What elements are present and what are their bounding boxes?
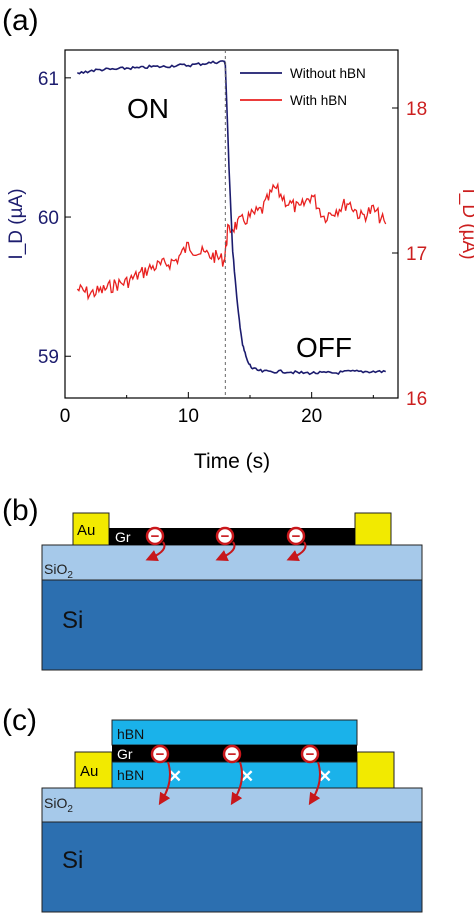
y-right-tick-label: 17 [406,244,427,265]
hbn-bottom-label: hBN [117,767,144,783]
electron-icon [300,744,320,764]
series-line-without-hbn [76,60,386,376]
scatter-arrow-icon [308,761,321,806]
au-electrode-left [72,512,110,546]
electrons: −✕−✕−✕ [150,744,332,806]
si-label: Si [62,847,83,874]
electron-charge-label: − [156,746,165,763]
y-right-tick-label: 16 [406,389,427,410]
device-diagram-c: hBN Gr Au hBN SiO2 Si −✕−✕−✕ [41,719,423,913]
scatter-arrow-icon [158,761,171,806]
electron-icon [150,744,170,764]
y-right-axis-label: I_D (µA) [458,188,474,259]
electron-icon [145,526,165,546]
y-left-tick-label: 59 [38,347,59,368]
au-electrode-right [354,512,392,546]
panel-label-b: (b) [2,494,39,527]
blocked-cross-icon: ✕ [168,767,182,786]
legend-label-with-hbn: With hBN [290,93,347,108]
scatter-arrow-icon [145,541,166,562]
scatter-arrow-icon [286,541,307,562]
electron-charge-label: − [228,746,237,763]
graphene-label: Gr [115,529,131,545]
x-tick-label: 0 [60,406,71,427]
electrons: − − − [145,526,307,562]
sio2-label: SiO2 [44,561,73,581]
sio2-label: SiO2 [44,795,73,815]
electron-charge-label: − [292,528,301,545]
y-left-tick-label: 61 [38,69,59,90]
legend: Without hBN With hBN [240,66,366,108]
hbn-top-label: hBN [117,726,144,742]
x-tick-label: 20 [301,406,322,427]
y-right-axis: 16 17 18 [392,99,427,410]
x-tick-label: 10 [178,406,199,427]
y-right-tick-label: 18 [406,99,427,120]
sio2-layer [41,787,423,823]
electron-icon [286,526,306,546]
panel-label-c: (c) [2,704,37,737]
au-label: Au [77,522,95,539]
scatter-arrow-icon [230,761,243,806]
plot-frame [64,49,399,399]
si-label: Si [62,607,83,634]
blocked-cross-icon: ✕ [318,767,332,786]
panel-label-a: (a) [2,4,39,37]
series-line-with-hbn [76,181,387,301]
electron-icon [222,744,242,764]
si-substrate [41,821,423,913]
annotation-off: OFF [296,332,352,363]
au-label: Au [80,763,98,780]
scatter-arrow-icon [215,541,236,562]
annotation-on: ON [127,93,169,124]
blocked-cross-icon: ✕ [240,767,254,786]
y-left-axis: 59 60 61 [38,69,71,368]
electron-icon [215,526,235,546]
legend-label-without-hbn: Without hBN [290,66,366,81]
y-left-axis-label: I_D (µA) [6,188,27,259]
x-axis: 0 10 20 [60,392,374,427]
chart: 0 10 20 59 60 61 16 17 18 ON OFF Without hBN W… [6,49,474,473]
si-substrate [41,579,423,671]
electron-charge-label: − [306,746,315,763]
graphene-label: Gr [117,746,133,762]
hbn-bottom-layer [111,761,358,789]
x-axis-label: Time (s) [194,450,270,473]
device-diagram-b: Au Gr SiO2 Si − − − [41,512,423,671]
au-electrode-right [356,751,395,789]
electron-charge-label: − [221,528,230,545]
y-left-tick-label: 60 [38,208,59,229]
hbn-top-layer [111,719,358,746]
electron-charge-label: − [151,528,160,545]
